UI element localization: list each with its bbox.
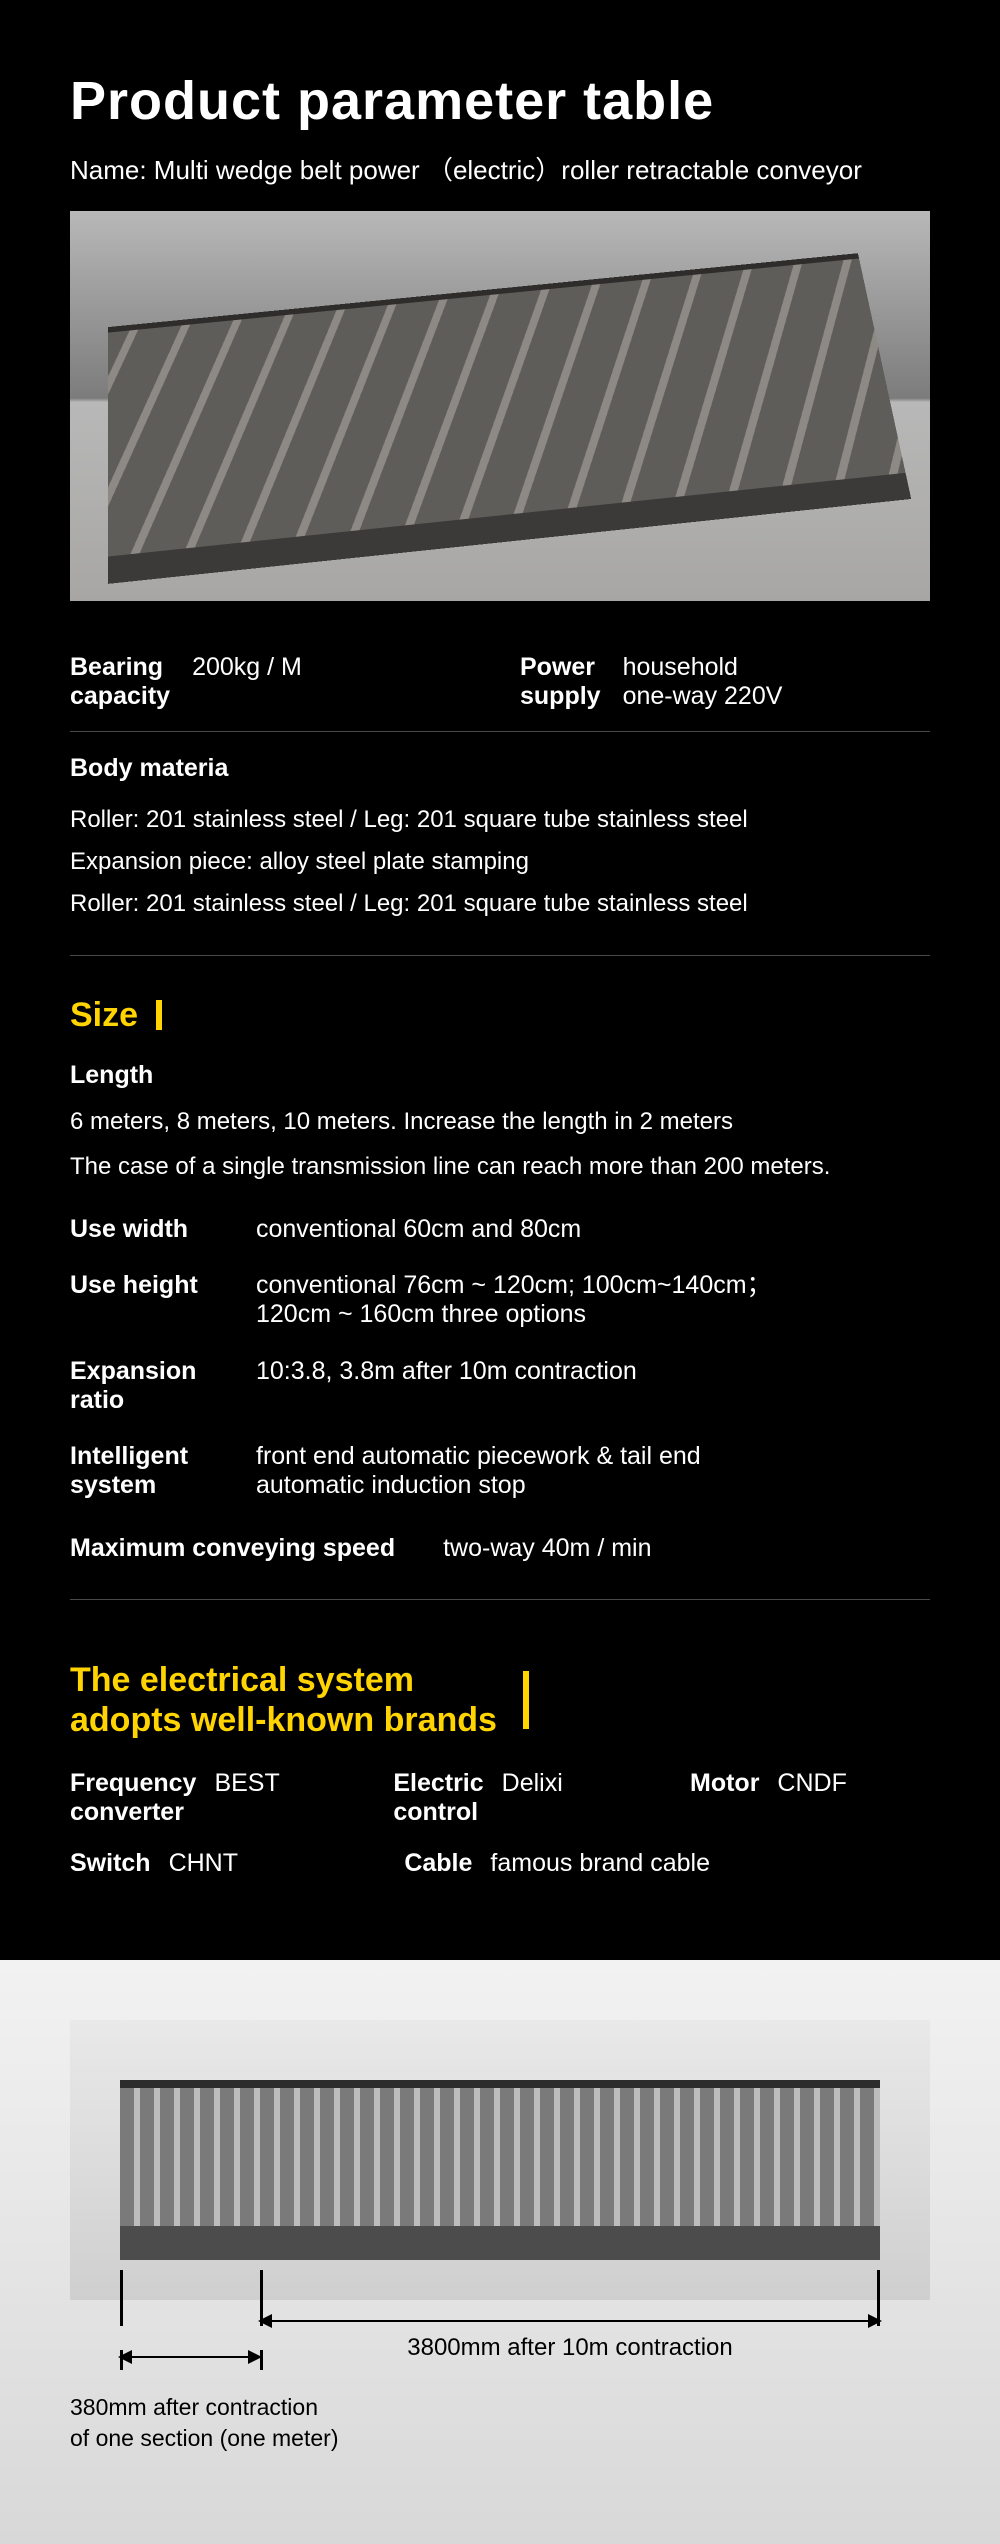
size-row-value: front end automatic piecework & tail end…	[256, 1442, 701, 1500]
elec-value: BEST	[214, 1769, 279, 1798]
size-heading: Size	[70, 996, 930, 1035]
product-image-contracted	[70, 2020, 930, 2300]
body-material-section: Body materia Roller: 201 stainless steel…	[70, 732, 930, 956]
accent-bar-icon	[523, 1671, 529, 1729]
product-hero-image	[70, 211, 930, 601]
length-text: The case of a single transmission line c…	[70, 1147, 930, 1187]
elec-value: Delixi	[502, 1769, 563, 1798]
top-specs-row: Bearing capacity 200kg / M Power supply …	[70, 635, 930, 732]
body-material-line: Roller: 201 stainless steel / Leg: 201 s…	[70, 799, 930, 841]
elec-label: Switch	[70, 1849, 151, 1878]
dimension-tick-icon	[120, 2350, 123, 2370]
dimension-tick-icon	[120, 2270, 123, 2326]
elec-value: famous brand cable	[490, 1849, 710, 1878]
dimension-arrow-icon	[120, 2356, 260, 2358]
length-heading: Length	[70, 1061, 930, 1090]
size-row-label: Expansion ratio	[70, 1357, 230, 1415]
dimension-line	[120, 2320, 880, 2380]
body-material-line: Expansion piece: alloy steel plate stamp…	[70, 841, 930, 883]
conveyor-illustration	[120, 2080, 880, 2260]
elec-value: CNDF	[777, 1769, 846, 1798]
power-value: household one-way 220V	[623, 653, 783, 711]
electrical-row: Switch CHNT Cable famous brand cable	[70, 1849, 930, 1878]
bearing-label: Bearing capacity	[70, 653, 170, 711]
size-row: Use height conventional 76cm ~ 120cm; 10…	[70, 1271, 930, 1329]
max-speed-row: Maximum conveying speed two-way 40m / mi…	[70, 1534, 930, 1600]
dark-panel: Product parameter table Name: Multi wedg…	[0, 0, 1000, 1960]
dimension-caption: 380mm after contraction of one section (…	[70, 2392, 930, 2454]
size-row-label: Use height	[70, 1271, 230, 1329]
elec-label: Frequency converter	[70, 1769, 196, 1827]
electrical-heading: The electrical system adopts well-known …	[70, 1660, 930, 1742]
elec-label: Electric control	[393, 1769, 483, 1827]
bottom-panel: 3800mm after 10m contraction 380mm after…	[0, 1960, 1000, 2544]
size-row: Use width conventional 60cm and 80cm	[70, 1215, 930, 1244]
body-material-heading: Body materia	[70, 754, 930, 783]
size-row-label: Use width	[70, 1215, 230, 1244]
size-row-label: Intelligent system	[70, 1442, 230, 1500]
size-heading-text: Size	[70, 996, 138, 1035]
size-row-value: conventional 60cm and 80cm	[256, 1215, 581, 1244]
length-text: 6 meters, 8 meters, 10 meters. Increase …	[70, 1102, 930, 1142]
accent-bar-icon	[156, 1000, 162, 1030]
elec-label: Motor	[690, 1769, 759, 1798]
electrical-row: Frequency converter BEST Electric contro…	[70, 1769, 930, 1827]
size-row: Expansion ratio 10:3.8, 3.8m after 10m c…	[70, 1357, 930, 1415]
max-speed-value: two-way 40m / min	[443, 1534, 651, 1563]
elec-value: CHNT	[169, 1849, 238, 1878]
bearing-value: 200kg / M	[192, 653, 302, 682]
max-speed-label: Maximum conveying speed	[70, 1534, 395, 1563]
dimension-arrow-icon	[260, 2320, 880, 2322]
size-row-value: 10:3.8, 3.8m after 10m contraction	[256, 1357, 637, 1415]
page-title: Product parameter table	[70, 70, 930, 132]
body-material-line: Roller: 201 stainless steel / Leg: 201 s…	[70, 883, 930, 925]
conveyor-illustration	[108, 253, 911, 584]
size-row-value: conventional 76cm ~ 120cm; 100cm~140cm； …	[256, 1271, 772, 1329]
dimension-tick-icon	[260, 2350, 263, 2370]
electrical-heading-text: The electrical system adopts well-known …	[70, 1660, 497, 1742]
size-row: Intelligent system front end automatic p…	[70, 1442, 930, 1500]
product-name: Name: Multi wedge belt power （electric）r…	[70, 150, 930, 187]
power-label: Power supply	[520, 653, 601, 711]
elec-label: Cable	[404, 1849, 472, 1878]
